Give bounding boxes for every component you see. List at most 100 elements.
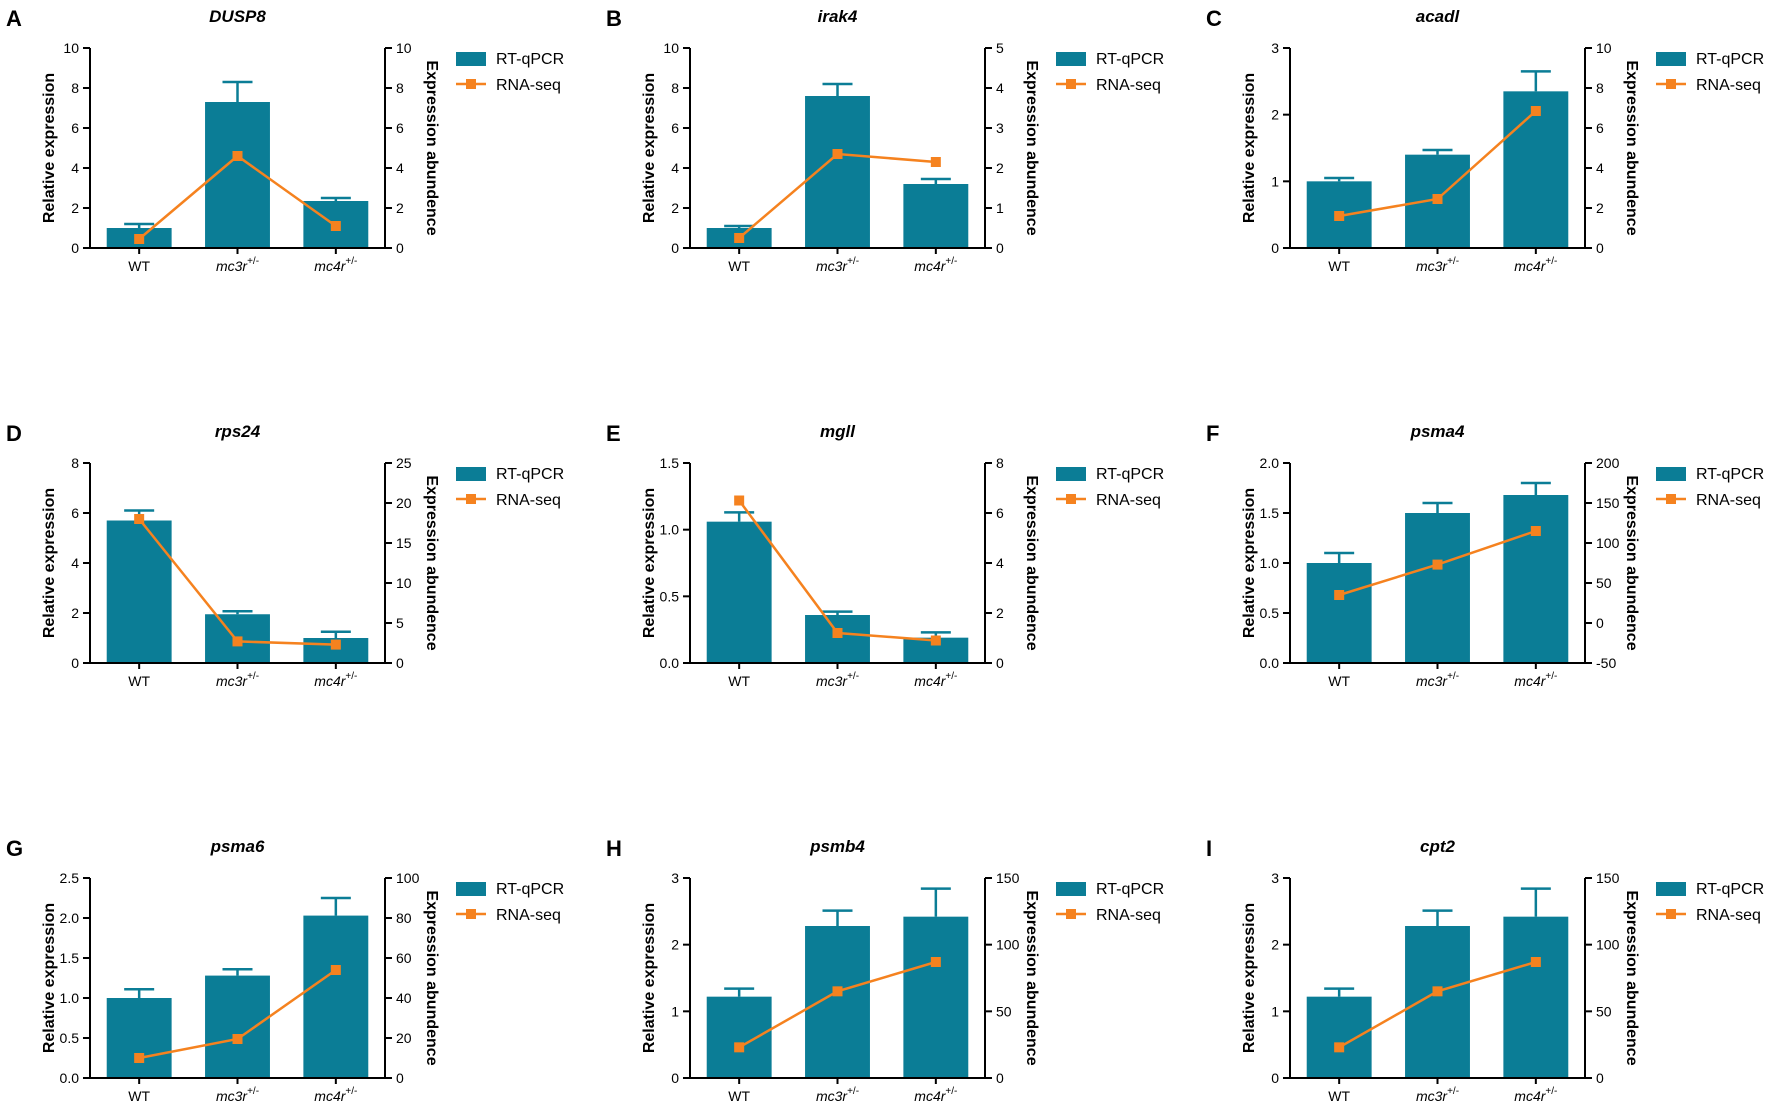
x-category-label: WT [1328, 673, 1350, 689]
x-category-label: mc4r+/- [314, 256, 357, 274]
left-tick-label: 0.5 [60, 1030, 80, 1046]
right-tick-label: 150 [1596, 495, 1620, 511]
chart-panel-a: A DUSP8 0 2 4 6 8 10 0 2 4 6 8 10 WT mc3r+/- mc4r+/- Rela… [6, 6, 564, 274]
right-axis-title: Expression abundence [1623, 475, 1640, 650]
right-axis-title: Expression abundence [423, 60, 440, 235]
bar [805, 926, 870, 1078]
left-axis-title: Relative expression [41, 488, 58, 638]
bar [1503, 495, 1569, 663]
chart-title: DUSP8 [209, 7, 266, 26]
left-axis-title: Relative expression [1241, 73, 1258, 223]
left-axis-title: Relative expression [41, 903, 58, 1053]
panel-letter: C [1206, 6, 1222, 31]
line-point [1432, 986, 1443, 997]
right-tick-label: 20 [396, 495, 412, 511]
legend-bar-swatch [1656, 52, 1686, 66]
left-tick-label: 2 [671, 937, 679, 953]
line-point [734, 495, 745, 506]
x-category-label: mc4r+/- [1514, 671, 1557, 689]
left-tick-label: 1 [671, 1003, 679, 1019]
left-tick-label: 2.5 [60, 870, 80, 886]
legend-line-label: RNA-seq [496, 907, 561, 924]
right-axis-title: Expression abundence [1623, 890, 1640, 1065]
right-tick-label: 200 [1596, 455, 1620, 471]
legend-line-label: RNA-seq [496, 492, 561, 509]
right-axis-title: Expression abundence [1023, 475, 1040, 650]
legend-bar-label: RT-qPCR [496, 881, 564, 898]
line-point [930, 157, 941, 167]
legend-line-marker [1066, 494, 1076, 504]
right-tick-label: 80 [396, 910, 412, 926]
left-tick-label: 1 [1271, 1003, 1279, 1019]
left-tick-label: 0.0 [660, 655, 680, 671]
chart-title: irak4 [818, 7, 858, 26]
x-category-label: mc4r+/- [914, 671, 957, 689]
line-point [734, 1042, 745, 1053]
right-tick-label: 2 [396, 200, 404, 216]
line-point [134, 514, 145, 524]
right-axis-title: Expression abundence [1023, 890, 1040, 1065]
legend-line-marker [466, 909, 476, 919]
left-tick-label: 8 [71, 455, 79, 471]
x-category-label: mc4r+/- [914, 256, 957, 274]
left-tick-label: 1.0 [1260, 555, 1280, 571]
line-point [232, 1034, 243, 1044]
legend-bar-label: RT-qPCR [496, 466, 564, 483]
right-tick-label: 15 [396, 535, 412, 551]
right-tick-label: 5 [396, 615, 404, 631]
x-category-label: mc3r+/- [1416, 671, 1459, 689]
panel-letter: I [1206, 836, 1212, 861]
bar [106, 998, 172, 1078]
right-tick-label: 4 [396, 160, 404, 176]
line-point [1530, 957, 1541, 967]
line-point [330, 639, 341, 650]
left-tick-label: 1.5 [60, 950, 80, 966]
x-category-label: mc3r+/- [816, 671, 859, 689]
left-tick-label: 6 [71, 505, 79, 521]
chart-title: psma4 [1410, 422, 1465, 441]
right-tick-label: 8 [996, 455, 1004, 471]
left-tick-label: 6 [71, 120, 79, 136]
right-tick-label: 2 [996, 160, 1004, 176]
bar [303, 915, 369, 1078]
right-tick-label: 10 [396, 40, 412, 56]
line-point [1530, 106, 1541, 116]
right-tick-label: 2 [1596, 200, 1604, 216]
bar [805, 615, 870, 663]
legend-line-marker [1066, 909, 1076, 919]
left-tick-label: 2.0 [60, 910, 80, 926]
right-tick-label: 100 [396, 870, 420, 886]
left-tick-label: 10 [63, 40, 79, 56]
right-tick-label: 50 [1596, 575, 1612, 591]
right-tick-label: 0 [996, 240, 1004, 256]
legend-bar-label: RT-qPCR [1696, 51, 1764, 68]
legend-line-marker [466, 79, 476, 89]
left-tick-label: 0 [71, 240, 79, 256]
right-tick-label: 5 [996, 40, 1004, 56]
right-tick-label: 8 [396, 80, 404, 96]
panel-letter: D [6, 421, 22, 446]
left-axis-title: Relative expression [41, 73, 58, 223]
x-category-label: WT [128, 1088, 150, 1104]
right-tick-label: 6 [996, 505, 1004, 521]
x-category-label: mc3r+/- [816, 1086, 859, 1104]
left-tick-label: 1.0 [660, 522, 680, 538]
left-tick-label: 3 [1271, 40, 1279, 56]
bar [1405, 926, 1470, 1078]
legend-bar-swatch [1056, 467, 1086, 481]
right-tick-label: 10 [396, 575, 412, 591]
x-category-label: WT [128, 258, 150, 274]
x-category-label: WT [1328, 1088, 1350, 1104]
left-axis-title: Relative expression [641, 73, 658, 223]
left-tick-label: 0.5 [1260, 605, 1280, 621]
left-axis-title: Relative expression [641, 903, 658, 1053]
x-category-label: mc3r+/- [216, 671, 259, 689]
x-category-label: WT [728, 258, 750, 274]
right-tick-label: 20 [396, 1030, 412, 1046]
left-axis-title: Relative expression [1241, 488, 1258, 638]
right-tick-label: 0 [396, 655, 404, 671]
line-point [930, 635, 941, 646]
